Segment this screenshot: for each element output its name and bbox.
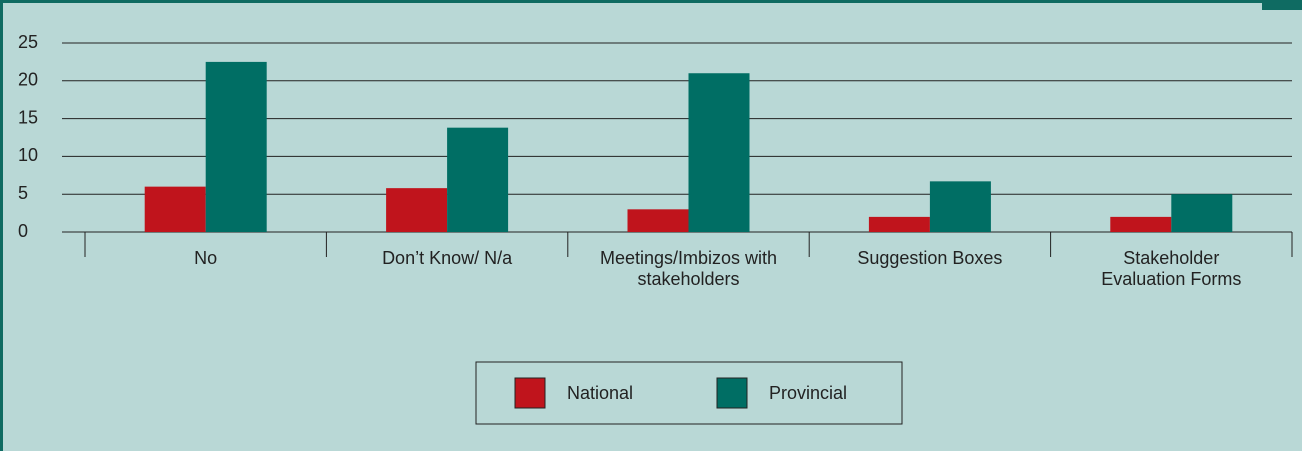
- y-tick-label: 15: [18, 107, 38, 127]
- bar: [144, 186, 206, 232]
- bar: [688, 73, 750, 233]
- y-tick-label: 0: [18, 221, 28, 241]
- legend-label: National: [567, 383, 633, 403]
- legend-swatch: [514, 377, 546, 409]
- left-border: [0, 0, 3, 451]
- top-border: [0, 0, 1302, 3]
- x-tick-label: Stakeholder Evaluation Forms: [1101, 248, 1242, 289]
- bar: [386, 188, 448, 232]
- bar: [1110, 216, 1172, 232]
- bar: [205, 61, 267, 233]
- bar: [627, 209, 689, 232]
- x-tick-label: Suggestion Boxes: [857, 248, 1003, 268]
- x-tick-label: Don’t Know/ N/a: [382, 248, 513, 268]
- bar: [1171, 194, 1233, 232]
- legend-swatch: [716, 377, 748, 409]
- y-tick-label: 5: [18, 183, 28, 203]
- y-tick-label: 25: [18, 32, 38, 52]
- bar: [929, 181, 991, 232]
- legend-label: Provincial: [769, 383, 847, 403]
- bar: [447, 127, 509, 232]
- y-tick-label: 20: [18, 70, 38, 90]
- corner-tab: [1262, 0, 1302, 10]
- x-tick-label: No: [194, 248, 218, 268]
- bar: [868, 216, 930, 232]
- x-tick-label: Meetings/Imbizos with stakeholders: [599, 248, 778, 289]
- legend-box: [475, 361, 903, 425]
- y-tick-label: 10: [18, 145, 38, 165]
